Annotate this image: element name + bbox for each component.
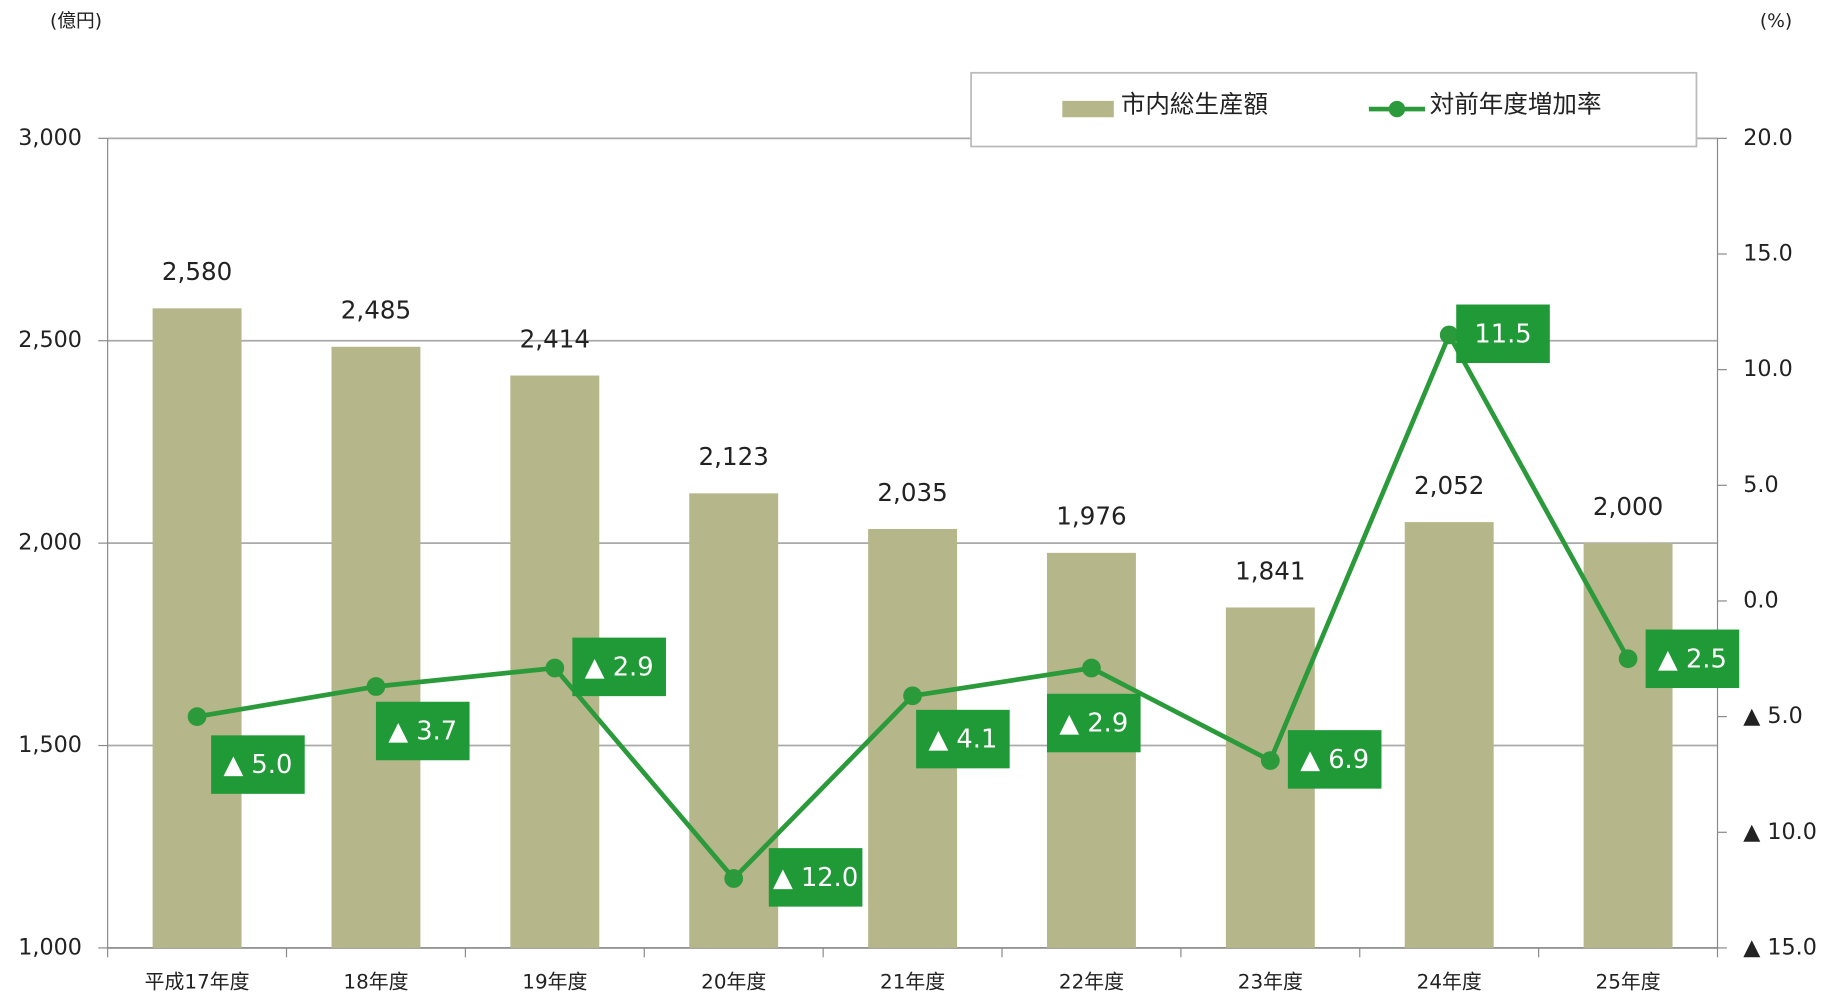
y2-tick-label: 10.0: [1743, 356, 1792, 382]
bar-label: 2,580: [162, 257, 232, 286]
bar-label: 2,052: [1414, 471, 1484, 500]
line-label: 11.5: [1474, 319, 1531, 349]
bar-label: 2,485: [341, 296, 411, 325]
line-point: [724, 869, 744, 888]
x-tick-label: 21年度: [880, 971, 945, 994]
y-unit: (億円): [50, 11, 102, 32]
bar: [1583, 543, 1673, 948]
bar-label: 1,841: [1235, 556, 1305, 585]
label-box: [768, 848, 863, 907]
line-point: [366, 677, 386, 696]
x-tick-label: 20年度: [701, 971, 766, 994]
x-tick-label: 25年度: [1596, 971, 1661, 994]
y2-tick-label: ▲ 5.0: [1743, 703, 1803, 729]
legend-label: 市内総生産額: [1121, 90, 1268, 119]
line-label: ▲ 2.9: [1059, 709, 1128, 739]
bar: [331, 346, 421, 948]
x-tick-label: 平成17年度: [145, 971, 250, 994]
line-point: [545, 658, 565, 678]
label-box: [375, 701, 470, 761]
y-tick-label: 3,000: [18, 125, 82, 151]
line-point: [1082, 658, 1101, 678]
x-tick-label: 19年度: [522, 971, 587, 994]
y2-tick-label: 20.0: [1743, 125, 1792, 151]
y-tick-label: 2,500: [18, 327, 82, 353]
line-label: ▲ 2.9: [585, 653, 654, 683]
y2-tick-label: 0.0: [1743, 587, 1778, 613]
x-tick-label: 18年度: [343, 971, 408, 994]
line-point: [903, 686, 922, 706]
y-tick-label: 2,000: [18, 530, 82, 556]
line-label: ▲ 4.1: [928, 725, 997, 755]
label-box: [1287, 730, 1382, 789]
label-box: [916, 709, 1010, 769]
y2-unit: (%): [1760, 11, 1792, 32]
y-tick-label: 1,000: [18, 934, 82, 960]
y-tick-label: 1,500: [18, 732, 82, 758]
line-point: [1618, 649, 1638, 669]
label-box: [1456, 304, 1550, 364]
line-label: ▲ 3.7: [388, 717, 457, 747]
y2-tick-label: ▲ 15.0: [1743, 934, 1817, 960]
y2-tick-label: 15.0: [1743, 240, 1792, 266]
bar: [1404, 522, 1494, 948]
x-tick-label: 24年度: [1417, 971, 1482, 994]
line-label: ▲ 6.9: [1300, 745, 1369, 775]
bar-label: 2,000: [1593, 492, 1663, 521]
label-box: [1645, 629, 1740, 689]
line-label: ▲ 12.0: [773, 863, 858, 893]
legend-label: 対前年度増加率: [1430, 90, 1602, 119]
line-point: [187, 707, 207, 726]
bar-label: 2,035: [877, 478, 947, 507]
bar-label: 2,123: [699, 442, 769, 471]
bar: [152, 308, 242, 948]
y2-tick-label: ▲ 10.0: [1743, 819, 1817, 845]
x-tick-label: 23年度: [1238, 971, 1303, 994]
legend-point: [1388, 100, 1406, 118]
label-box: [211, 735, 305, 794]
line-label: ▲ 2.5: [1658, 644, 1727, 674]
line-point: [1439, 325, 1459, 345]
legend-swatch: [1062, 100, 1114, 118]
line-point: [1260, 751, 1280, 770]
label-box: [1046, 693, 1141, 753]
bar-label: 1,976: [1056, 502, 1126, 531]
line-label: ▲ 5.0: [223, 750, 292, 780]
x-tick-label: 22年度: [1059, 971, 1124, 994]
label-box: [572, 637, 666, 697]
bar-label: 2,414: [520, 324, 590, 353]
y2-tick-label: 5.0: [1743, 472, 1778, 498]
